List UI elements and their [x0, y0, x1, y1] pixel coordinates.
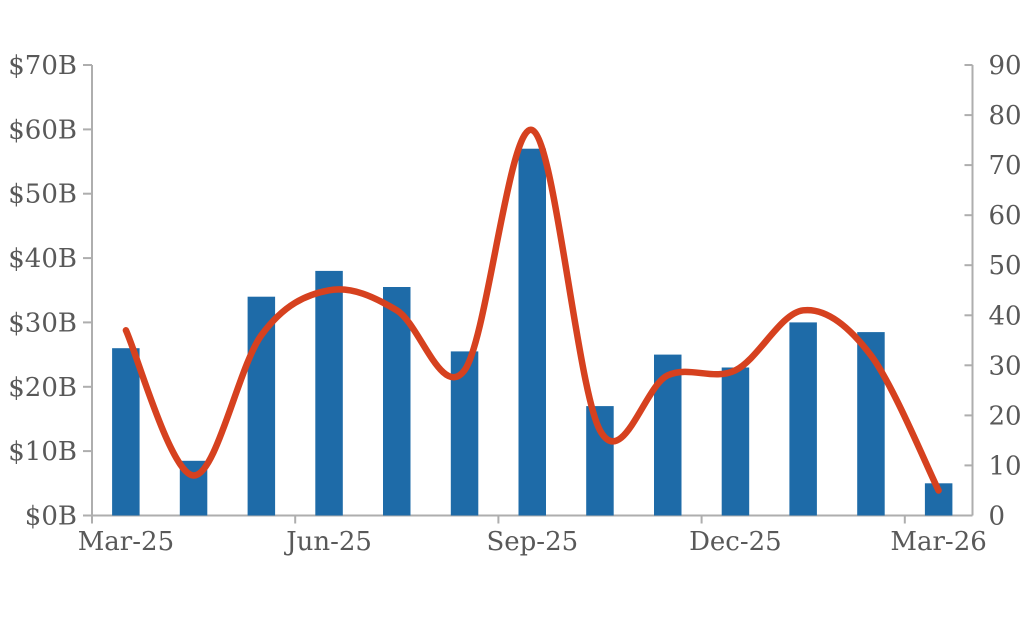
right-axis-tick-label: 70: [989, 151, 1022, 181]
x-axis-tick-label: Jun-25: [283, 527, 372, 557]
left-axis-tick-label: $50B: [8, 180, 77, 210]
left-axis-tick-label: $10B: [8, 437, 77, 467]
bar: [383, 287, 411, 516]
axis-labels-group: $0B $10B $20B $30B $40B $50B $60B $70B 0 10 20 30 40…: [8, 51, 1021, 557]
right-axis-tick-label: 80: [989, 101, 1022, 131]
bar: [247, 296, 276, 516]
left-axis-tick-label: $30B: [8, 308, 77, 338]
right-axis-tick-label: 20: [989, 401, 1022, 431]
bar: [721, 367, 750, 516]
bar: [315, 270, 343, 516]
bar: [112, 348, 140, 516]
left-axis-tick-label: $20B: [8, 373, 77, 403]
trend-line-group: [122, 126, 942, 494]
x-axis-tick-label: Sep-25: [486, 527, 578, 557]
right-axis-tick-label: 40: [989, 301, 1022, 331]
x-axis-tick-label: Mar-25: [78, 527, 174, 557]
left-axis-tick-label: $70B: [8, 51, 77, 81]
bar: [857, 332, 885, 516]
trend-line: [122, 126, 942, 494]
right-axis-tick-label: 30: [989, 351, 1022, 381]
right-axis-tick-label: 90: [989, 51, 1022, 81]
left-axis-tick-label: $40B: [8, 244, 77, 274]
right-axis-tick-label: 0: [989, 502, 1006, 532]
bar-series-group: [112, 148, 953, 516]
left-axis-tick-label: $60B: [8, 115, 77, 145]
x-axis-tick-label: Mar-26: [890, 527, 986, 557]
right-axis-tick-label: 10: [989, 451, 1022, 481]
bar: [789, 322, 817, 516]
bar: [518, 148, 546, 516]
x-axis-tick-label: Dec-25: [689, 527, 782, 557]
right-axis-tick-label: 60: [989, 201, 1022, 231]
right-axis-tick-label: 50: [989, 251, 1022, 281]
left-axis-tick-label: $0B: [25, 502, 77, 532]
